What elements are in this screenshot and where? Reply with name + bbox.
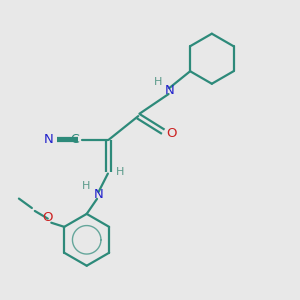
Text: H: H (154, 77, 162, 87)
Text: O: O (166, 127, 176, 140)
Text: C: C (70, 133, 79, 146)
Text: H: H (116, 167, 124, 177)
Text: N: N (94, 188, 103, 201)
Text: H: H (82, 181, 90, 191)
Text: O: O (42, 211, 53, 224)
Text: N: N (164, 84, 174, 97)
Text: N: N (44, 133, 53, 146)
